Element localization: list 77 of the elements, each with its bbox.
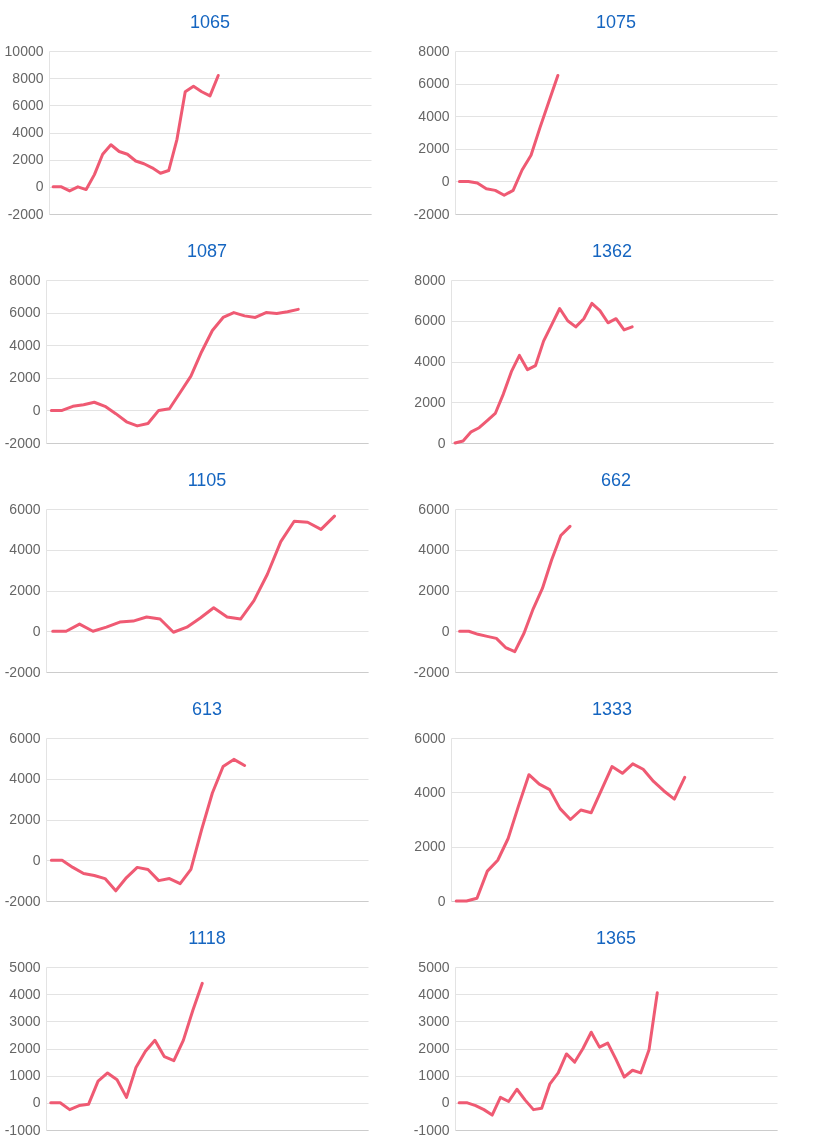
y-tick-label: 6000 bbox=[418, 500, 450, 517]
y-tick-label: -1000 bbox=[413, 1121, 450, 1138]
y-tick-label: 0 bbox=[32, 851, 41, 868]
y-tick-label: 2000 bbox=[414, 838, 446, 855]
y-tick-label: 0 bbox=[441, 172, 450, 189]
y-tick-label: 8000 bbox=[418, 42, 450, 59]
y-tick-label: 2000 bbox=[9, 811, 41, 827]
y-tick-label: 4000 bbox=[9, 336, 41, 353]
y-tick-label: -2000 bbox=[4, 892, 41, 909]
y-tick-label: 0 bbox=[441, 1094, 450, 1111]
y-tick-label: 2000 bbox=[414, 393, 446, 410]
y-tick-label: 8000 bbox=[414, 271, 446, 288]
y-tick-label: -2000 bbox=[413, 205, 450, 222]
line-series bbox=[51, 514, 336, 634]
y-tick-label: 3000 bbox=[418, 1012, 450, 1029]
chart-title: 662 bbox=[600, 470, 632, 490]
y-tick-label: 4000 bbox=[418, 107, 450, 124]
y-tick-label: 0 bbox=[32, 1094, 41, 1111]
y-tick-label: 6000 bbox=[414, 312, 446, 329]
y-tick-label: 8000 bbox=[9, 271, 41, 288]
line-series bbox=[457, 991, 659, 1117]
y-tick-label: -2000 bbox=[413, 663, 450, 680]
y-tick-label: 4000 bbox=[9, 541, 41, 558]
y-tick-label: 4000 bbox=[418, 541, 450, 558]
y-tick-label: 8000 bbox=[12, 69, 44, 86]
y-tick-label: 0 bbox=[437, 434, 446, 451]
y-tick-label: -2000 bbox=[4, 434, 41, 451]
y-tick-label: 0 bbox=[32, 401, 41, 418]
y-tick-label: 2000 bbox=[9, 369, 41, 386]
y-tick-label: 6000 bbox=[9, 500, 41, 517]
line-series bbox=[453, 301, 634, 445]
y-tick-label: 2000 bbox=[12, 151, 44, 168]
y-tick-label: 6000 bbox=[418, 75, 450, 92]
y-tick-label: 2000 bbox=[418, 1040, 450, 1056]
y-tick-label: -2000 bbox=[7, 205, 44, 222]
y-tick-label: 5000 bbox=[418, 958, 450, 975]
line-series bbox=[49, 981, 204, 1112]
chart-title: 1333 bbox=[591, 699, 633, 719]
y-tick-label: -1000 bbox=[4, 1121, 41, 1138]
chart-title: 1075 bbox=[595, 12, 637, 32]
y-tick-label: 1000 bbox=[418, 1067, 450, 1084]
y-tick-label: 4000 bbox=[418, 985, 450, 1002]
y-tick-label: 4000 bbox=[414, 783, 446, 800]
chart-title: 613 bbox=[191, 699, 223, 719]
chart-title: 1362 bbox=[591, 241, 633, 261]
chart-title: 1065 bbox=[189, 12, 231, 32]
line-series bbox=[454, 762, 687, 903]
y-tick-label: 3000 bbox=[9, 1012, 41, 1029]
y-tick-label: 2000 bbox=[9, 1040, 41, 1056]
y-tick-label: 0 bbox=[35, 178, 44, 195]
y-tick-label: 2000 bbox=[418, 140, 450, 157]
y-tick-label: 4000 bbox=[9, 770, 41, 787]
y-tick-label: 4000 bbox=[12, 124, 44, 140]
y-tick-label: 6000 bbox=[414, 729, 446, 746]
y-tick-label: 6000 bbox=[12, 96, 44, 113]
y-tick-label: 0 bbox=[437, 892, 446, 909]
y-tick-label: 10000 bbox=[4, 42, 44, 59]
y-tick-label: 2000 bbox=[418, 582, 450, 598]
y-tick-label: 0 bbox=[441, 622, 450, 639]
chart-title: 1087 bbox=[186, 241, 228, 261]
y-tick-label: 5000 bbox=[9, 958, 41, 975]
line-series bbox=[457, 73, 560, 197]
chart-title: 1105 bbox=[187, 470, 227, 490]
y-tick-label: -2000 bbox=[4, 663, 41, 680]
line-series bbox=[49, 307, 300, 428]
chart-title: 1118 bbox=[188, 928, 226, 948]
y-tick-label: 6000 bbox=[9, 729, 41, 746]
y-tick-label: 0 bbox=[32, 622, 41, 639]
line-series bbox=[49, 757, 247, 893]
y-tick-label: 2000 bbox=[9, 582, 41, 598]
chart-title: 1365 bbox=[595, 928, 637, 948]
y-tick-label: 4000 bbox=[414, 353, 446, 369]
line-series bbox=[51, 73, 220, 193]
line-series bbox=[458, 524, 572, 654]
y-tick-label: 1000 bbox=[9, 1067, 41, 1084]
y-tick-label: 6000 bbox=[9, 304, 41, 321]
y-tick-label: 4000 bbox=[9, 985, 41, 1002]
